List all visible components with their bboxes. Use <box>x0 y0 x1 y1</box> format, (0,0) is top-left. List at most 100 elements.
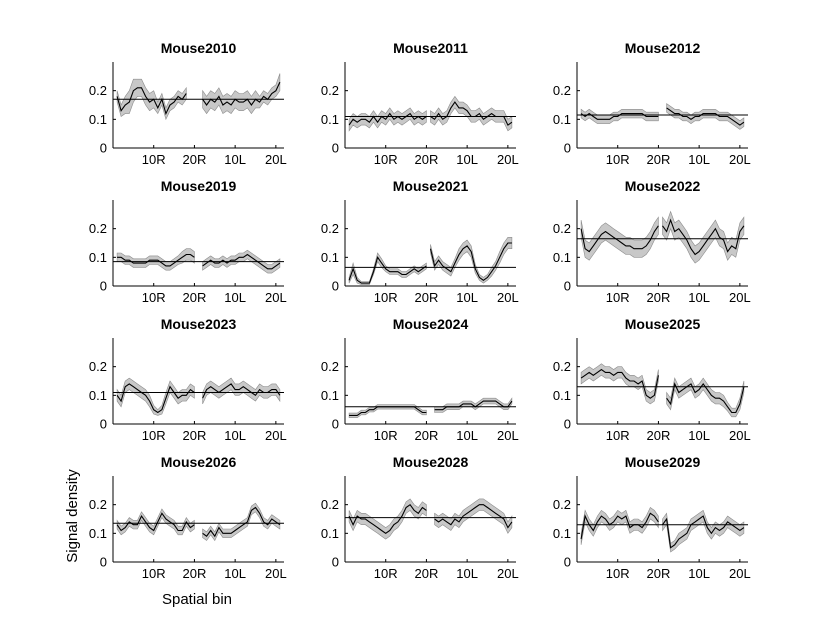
series-line <box>580 368 659 399</box>
y-tick-label: 0 <box>100 555 107 570</box>
x-tick-label: 10R <box>374 290 398 305</box>
panel-title: Mouse2023 <box>161 316 237 332</box>
series-line <box>116 512 195 532</box>
error-band <box>662 509 745 553</box>
y-tick-label: 0 <box>564 279 571 294</box>
panel-title: Mouse2011 <box>393 40 468 56</box>
x-tick-label: 10L <box>688 566 710 581</box>
y-tick-label: 0 <box>100 279 107 294</box>
x-tick-label: 20R <box>182 152 206 167</box>
y-tick-label: 0.2 <box>89 359 107 374</box>
series-line <box>662 218 745 256</box>
x-tick-label: 20R <box>646 152 670 167</box>
y-tick-label: 0.2 <box>321 497 339 512</box>
panel-title: Mouse2024 <box>393 316 469 332</box>
x-tick-label: 10L <box>224 290 246 305</box>
y-tick-label: 0.1 <box>89 388 107 403</box>
y-tick-label: 0.2 <box>321 83 339 98</box>
x-tick-label: 20L <box>729 290 751 305</box>
subplot-panel: Mouse2024 0 0.1 0.2 10R 20R 10L 20L <box>321 316 519 443</box>
x-tick-label: 20R <box>414 290 438 305</box>
x-tick-label: 20L <box>265 428 287 443</box>
x-tick-label: 10L <box>224 428 246 443</box>
x-tick-label: 20R <box>414 152 438 167</box>
series-line <box>116 87 187 116</box>
series-line <box>202 253 281 270</box>
error-band <box>662 210 745 264</box>
x-tick-label: 20L <box>497 428 519 443</box>
series-line <box>116 383 195 414</box>
series-line <box>580 512 659 540</box>
panel-title: Mouse2021 <box>393 178 469 194</box>
x-tick-label: 20L <box>265 566 287 581</box>
subplot-panel: Mouse2029 0 0.1 0.2 10R 20R 10L 20L <box>553 454 751 581</box>
x-tick-label: 20L <box>729 428 751 443</box>
x-tick-label: 10R <box>374 152 398 167</box>
series-line <box>117 253 195 267</box>
x-tick-label: 20R <box>182 290 206 305</box>
x-tick-label: 20L <box>265 152 287 167</box>
x-tick-label: 10L <box>456 428 478 443</box>
y-tick-label: 0.2 <box>553 497 571 512</box>
y-tick-label: 0.1 <box>553 112 571 127</box>
series-line <box>662 515 745 549</box>
panel-title: Mouse2019 <box>161 178 237 194</box>
x-tick-label: 20R <box>182 566 206 581</box>
x-tick-label: 10R <box>606 152 630 167</box>
subplot-grid: Mouse2010 0 0.1 0.2 10R 20R 10L 20L Mouse2011 0 0.… <box>89 40 751 581</box>
panel-title: Mouse2010 <box>161 40 237 56</box>
series-line <box>348 503 427 534</box>
x-tick-label: 10R <box>606 566 630 581</box>
x-tick-label: 20R <box>414 566 438 581</box>
subplot-panel: Mouse2023 0 0.1 0.2 10R 20R 10L 20L <box>89 316 287 443</box>
x-tick-label: 20R <box>414 428 438 443</box>
x-tick-label: 10L <box>688 428 710 443</box>
error-band <box>434 498 513 534</box>
y-tick-label: 0 <box>100 417 107 432</box>
x-tick-label: 20L <box>265 290 287 305</box>
y-tick-label: 0 <box>100 141 107 156</box>
subplot-panel: Mouse2019 0 0.1 0.2 10R 20R 10L 20L <box>89 178 287 305</box>
x-tick-label: 10L <box>456 290 478 305</box>
y-tick-label: 0.2 <box>89 497 107 512</box>
y-tick-label: 0.2 <box>553 83 571 98</box>
x-tick-label: 10R <box>374 566 398 581</box>
subplot-panel: Mouse2010 0 0.1 0.2 10R 20R 10L 20L <box>89 40 287 167</box>
y-tick-label: 0.1 <box>321 388 339 403</box>
x-tick-label: 20L <box>497 152 519 167</box>
error-band <box>666 103 745 130</box>
x-tick-label: 10R <box>606 290 630 305</box>
series-line <box>348 256 427 284</box>
y-tick-label: 0.2 <box>89 221 107 236</box>
y-tick-label: 0 <box>564 141 571 156</box>
x-axis-label: Spatial bin <box>162 591 232 608</box>
error-band <box>348 252 427 285</box>
y-tick-label: 0 <box>332 279 339 294</box>
x-tick-label: 20L <box>497 566 519 581</box>
y-tick-label: 0 <box>332 555 339 570</box>
y-tick-label: 0.1 <box>89 112 107 127</box>
y-tick-label: 0.1 <box>553 250 571 265</box>
error-band <box>348 107 427 132</box>
error-band <box>430 95 513 132</box>
error-band <box>116 377 195 416</box>
x-tick-label: 20R <box>646 566 670 581</box>
subplot-panel: Mouse2022 0 0.1 0.2 10R 20R 10L 20L <box>553 178 751 305</box>
y-tick-label: 0.1 <box>89 526 107 541</box>
x-tick-label: 20L <box>729 152 751 167</box>
subplot-panel: Mouse2012 0 0.1 0.2 10R 20R 10L 20L <box>553 40 751 167</box>
y-tick-label: 0 <box>332 417 339 432</box>
y-tick-label: 0.2 <box>89 83 107 98</box>
x-tick-label: 10L <box>688 152 710 167</box>
x-tick-label: 10R <box>606 428 630 443</box>
series-line <box>202 506 281 538</box>
series-line <box>434 504 513 529</box>
x-tick-label: 10L <box>224 152 246 167</box>
y-tick-label: 0.2 <box>321 221 339 236</box>
subplot-panel: Mouse2026 0 0.1 0.2 10R 20R 10L 20L <box>89 454 287 581</box>
error-band <box>202 249 281 274</box>
error-band <box>202 377 281 405</box>
error-band <box>116 248 195 271</box>
x-tick-label: 10R <box>142 566 166 581</box>
